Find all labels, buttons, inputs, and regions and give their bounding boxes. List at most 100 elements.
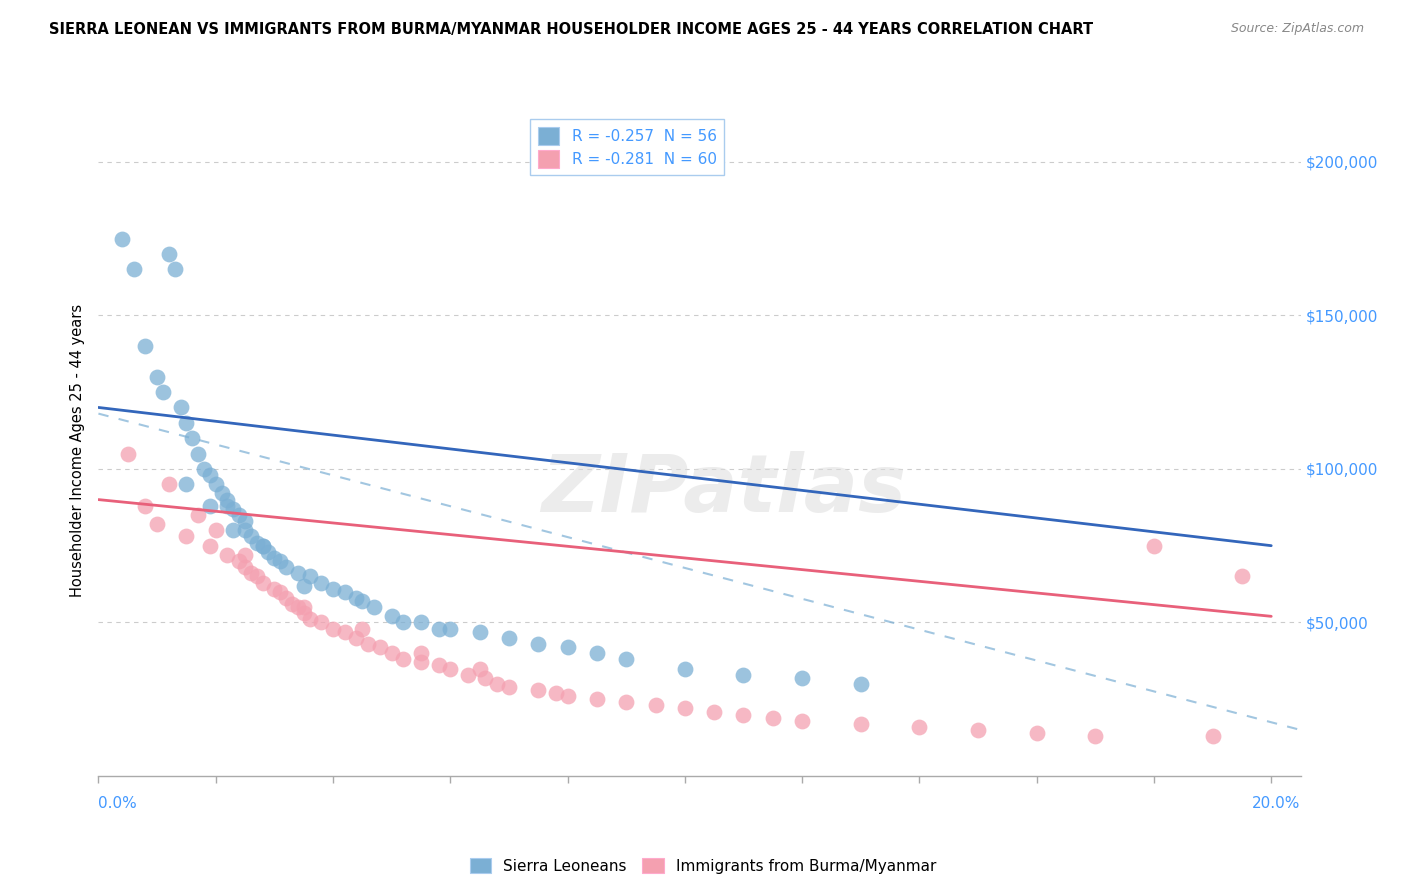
Point [427,658,450,673]
Point [134,499,156,513]
Point [228,508,250,522]
Point [169,401,191,415]
Point [468,624,491,639]
Point [222,524,245,538]
Point [193,462,215,476]
Point [134,339,156,353]
Point [409,615,432,630]
Point [352,594,374,608]
Point [228,554,250,568]
Point [1201,729,1223,743]
Point [217,548,239,562]
Point [198,539,221,553]
Point [557,640,579,654]
Point [392,615,415,630]
Point [1230,569,1253,583]
Point [457,667,479,681]
Point [287,600,309,615]
Point [392,652,415,666]
Point [204,477,226,491]
Point [527,683,550,698]
Point [239,566,262,581]
Point [281,597,304,611]
Point [263,551,285,566]
Point [790,714,813,728]
Point [176,416,198,430]
Text: 20.0%: 20.0% [1253,796,1301,811]
Point [111,231,134,245]
Point [673,701,696,715]
Point [762,711,785,725]
Point [333,584,356,599]
Point [274,591,297,605]
Point [274,560,297,574]
Point [309,615,332,630]
Text: Source: ZipAtlas.com: Source: ZipAtlas.com [1230,22,1364,36]
Point [849,677,872,691]
Point [233,548,256,562]
Point [117,446,139,460]
Point [217,492,239,507]
Point [409,646,432,660]
Point [246,535,269,549]
Point [198,468,221,483]
Point [368,640,391,654]
Point [298,612,321,626]
Point [292,600,315,615]
Point [163,262,186,277]
Point [246,569,269,583]
Point [309,575,332,590]
Point [217,499,239,513]
Point [644,698,666,713]
Point [381,609,404,624]
Point [333,624,356,639]
Point [322,622,344,636]
Point [269,554,291,568]
Point [322,582,344,596]
Point [252,575,274,590]
Point [468,661,491,675]
Point [252,539,274,553]
Point [673,661,696,675]
Point [544,686,567,700]
Point [486,677,509,691]
Point [239,529,262,543]
Point [346,591,368,605]
Point [204,524,226,538]
Point [1084,729,1107,743]
Point [363,600,385,615]
Point [292,579,315,593]
Point [252,539,274,553]
Point [352,622,374,636]
Point [586,692,609,706]
Y-axis label: Householder Income Ages 25 - 44 years: Householder Income Ages 25 - 44 years [70,304,86,597]
Point [357,637,380,651]
Point [703,705,725,719]
Point [187,446,209,460]
Point [790,671,813,685]
Point [967,723,990,737]
Point [257,545,280,559]
Point [287,566,309,581]
Point [409,656,432,670]
Point [733,667,755,681]
Point [557,689,579,703]
Point [157,477,180,491]
Point [152,385,174,400]
Point [733,707,755,722]
Point [849,716,872,731]
Point [176,529,198,543]
Point [263,582,285,596]
Point [211,486,233,500]
Point [346,631,368,645]
Point [146,517,169,532]
Point [586,646,609,660]
Point [146,369,169,384]
Point [427,622,450,636]
Point [198,499,221,513]
Point [187,508,209,522]
Point [908,720,931,734]
Point [381,646,404,660]
Legend: R = -0.257  N = 56, R = -0.281  N = 60: R = -0.257 N = 56, R = -0.281 N = 60 [530,120,724,176]
Point [614,652,637,666]
